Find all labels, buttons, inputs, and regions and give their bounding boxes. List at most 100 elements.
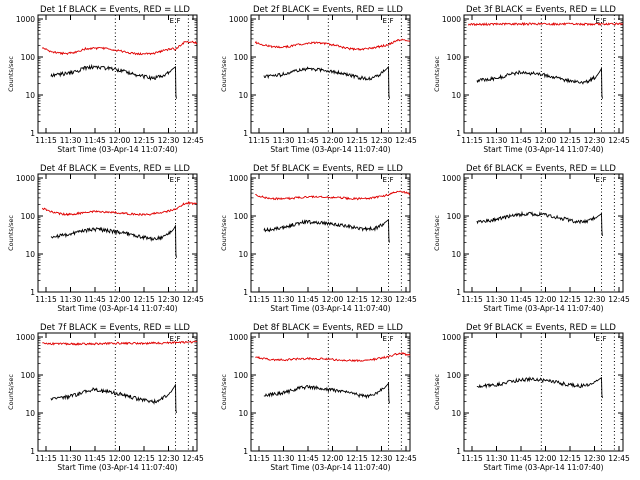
x-tick-label: 11:45 (297, 295, 319, 304)
y-tick-label: 1000 (16, 333, 35, 342)
x-axis-label: Start Time (03-Apr-14 11:07:40) (483, 304, 603, 313)
series-line-events (263, 382, 390, 404)
x-tick-label: 11:30 (273, 136, 295, 145)
x-tick-label: 12:45 (182, 295, 204, 304)
y-axis-label: Counts/sec (220, 374, 228, 410)
x-tick-label: 12:30 (584, 295, 606, 304)
chart-panel-6: Det 6f BLACK = Events, RED = LLD 1 10 100 10… (433, 164, 630, 313)
y-tick-label: 100 (21, 212, 36, 221)
x-tick-label: 12:30 (158, 295, 180, 304)
x-tick-label: 12:30 (371, 136, 393, 145)
x-axis-label: Start Time (03-Apr-14 11:07:40) (57, 304, 177, 313)
x-tick-label: 11:15 (35, 454, 57, 463)
x-tick-label: 11:15 (248, 295, 270, 304)
x-tick-label: 12:45 (608, 136, 630, 145)
x-tick-label: 12:30 (158, 454, 180, 463)
plot-frame (463, 332, 624, 452)
x-tick-label: 12:15 (346, 136, 368, 145)
series-line-events (50, 383, 177, 414)
chart-panel-8: Det 8f BLACK = Events, RED = LLD 1 10 100 10… (220, 323, 417, 472)
x-tick-label: 12:45 (608, 454, 630, 463)
x-tick-label: 11:30 (60, 454, 82, 463)
plot-frame (37, 14, 198, 134)
x-axis-label: Start Time (03-Apr-14 11:07:40) (483, 463, 603, 472)
y-tick-label: 1 (243, 288, 248, 297)
x-tick-label: 11:30 (486, 454, 508, 463)
y-tick-label: 10 (238, 250, 248, 259)
marker-e: E (596, 17, 600, 25)
series-line-lld (42, 340, 198, 346)
y-axis-label: Counts/sec (433, 374, 441, 410)
y-axis-label: Counts/sec (7, 56, 15, 92)
y-tick-label: 1000 (442, 15, 461, 24)
y-tick-label: 100 (447, 53, 462, 62)
plot-frame (250, 14, 411, 134)
series-line-events (263, 65, 390, 99)
marker-e: E (170, 176, 174, 184)
y-tick-label: 1000 (442, 333, 461, 342)
chart-panel-9: Det 9f BLACK = Events, RED = LLD 1 10 100 10… (433, 323, 630, 472)
x-tick-label: 12:15 (346, 454, 368, 463)
y-tick-label: 100 (234, 53, 249, 62)
x-tick-label: 12:30 (371, 454, 393, 463)
y-tick-label: 100 (447, 212, 462, 221)
marker-e: E (170, 17, 174, 25)
chart-title: Det 2f BLACK = Events, RED = LLD (253, 5, 403, 15)
y-tick-label: 1 (456, 447, 461, 456)
x-tick-label: 12:30 (584, 136, 606, 145)
x-axis-label: Start Time (03-Apr-14 11:07:40) (270, 304, 390, 313)
x-tick-label: 12:45 (182, 454, 204, 463)
y-tick-label: 100 (234, 371, 249, 380)
y-tick-label: 1 (30, 288, 35, 297)
y-axis-label: Counts/sec (220, 56, 228, 92)
y-tick-label: 1000 (229, 15, 248, 24)
x-tick-label: 12:00 (322, 136, 344, 145)
x-tick-label: 12:45 (608, 295, 630, 304)
y-tick-label: 1000 (229, 174, 248, 183)
x-tick-label: 11:15 (35, 136, 57, 145)
y-tick-label: 1000 (16, 174, 35, 183)
x-tick-label: 12:30 (584, 454, 606, 463)
marker-f: F (390, 17, 394, 25)
y-tick-label: 1 (30, 129, 35, 138)
plot-frame (463, 14, 624, 134)
x-tick-label: 11:30 (486, 295, 508, 304)
x-tick-label: 11:30 (273, 454, 295, 463)
x-tick-label: 12:00 (109, 136, 131, 145)
y-tick-label: 100 (447, 371, 462, 380)
plot-frame (250, 173, 411, 293)
y-axis-label: Counts/sec (7, 215, 15, 251)
x-tick-label: 12:15 (133, 136, 155, 145)
y-tick-label: 1000 (442, 174, 461, 183)
marker-e: E (383, 176, 387, 184)
x-tick-label: 11:30 (486, 136, 508, 145)
x-tick-label: 12:45 (395, 295, 417, 304)
x-tick-label: 12:00 (535, 295, 557, 304)
x-tick-label: 11:45 (84, 454, 106, 463)
y-tick-label: 1 (30, 447, 35, 456)
x-tick-label: 11:45 (510, 295, 532, 304)
chart-title: Det 8f BLACK = Events, RED = LLD (253, 323, 403, 333)
series-line-events (476, 210, 603, 236)
marker-f: F (177, 17, 181, 25)
plot-frame (250, 332, 411, 452)
x-tick-label: 12:15 (559, 136, 581, 145)
x-tick-label: 12:15 (133, 295, 155, 304)
marker-e: E (383, 17, 387, 25)
x-tick-label: 11:30 (273, 295, 295, 304)
x-tick-label: 12:00 (109, 295, 131, 304)
series-line-events (263, 218, 390, 243)
plot-frame (37, 173, 198, 293)
series-line-lld (467, 21, 623, 27)
plot-frame (463, 173, 624, 293)
x-tick-label: 12:30 (158, 136, 180, 145)
y-tick-label: 10 (451, 409, 461, 418)
y-tick-label: 1 (243, 129, 248, 138)
x-tick-label: 11:45 (510, 454, 532, 463)
chart-panel-2: Det 2f BLACK = Events, RED = LLD 1 10 100 10… (220, 5, 417, 154)
x-tick-label: 11:45 (510, 136, 532, 145)
x-tick-label: 11:45 (84, 295, 106, 304)
marker-e: E (383, 335, 387, 343)
x-tick-label: 12:15 (559, 295, 581, 304)
